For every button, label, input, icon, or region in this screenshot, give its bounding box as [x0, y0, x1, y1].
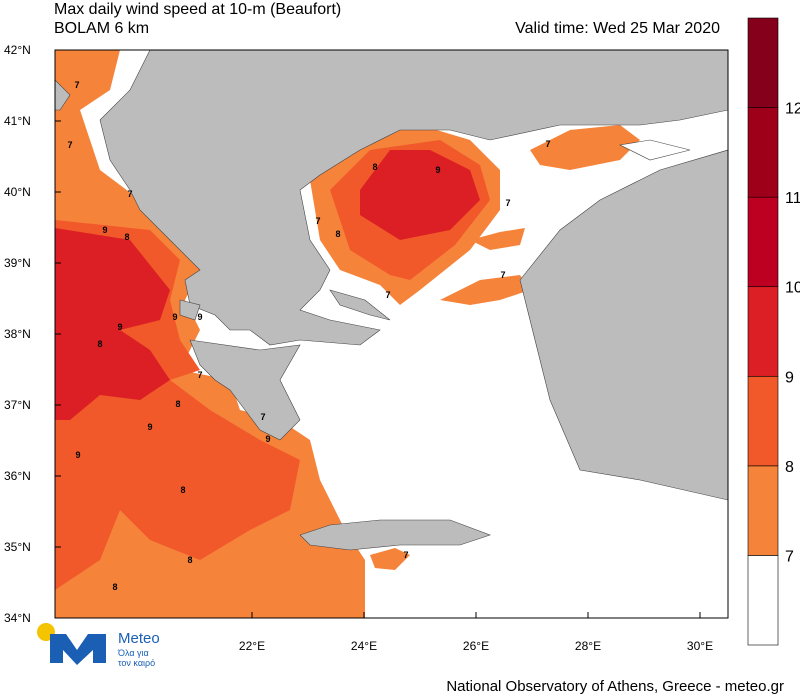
contour-label: 7 [545, 139, 550, 149]
contour-label: 7 [385, 290, 390, 300]
lat-label: 39°N [4, 256, 31, 270]
lat-label: 34°N [4, 611, 31, 625]
lon-label: 28°E [575, 639, 601, 653]
contour-label: 7 [505, 198, 510, 208]
contour-label: 7 [403, 550, 408, 560]
contour-label: 9 [117, 322, 122, 332]
contour-label: 8 [112, 582, 117, 592]
legend: 7 8 9 10 11 12 [747, 17, 800, 646]
lat-label: 40°N [4, 185, 31, 199]
wind-area [55, 50, 100, 100]
contour-label: 7 [74, 80, 79, 90]
lat-label: 41°N [4, 114, 31, 128]
wind-area [55, 228, 170, 420]
wind-area [370, 548, 410, 570]
colorbar-band [747, 286, 779, 377]
logo-name: Meteo [118, 630, 160, 647]
contour-label: 9 [265, 434, 270, 444]
valid-time: Valid time: Wed 25 Mar 2020 [515, 20, 720, 37]
logo: Meteo Όλα για τον καιρό [37, 623, 160, 668]
island [55, 79, 71, 111]
colorbar-band [747, 555, 779, 646]
contour-label: 8 [124, 232, 129, 242]
colorbar-label: 7 [785, 548, 794, 565]
map: 7 7 7 9 8 9 9 9 8 9 9 8 8 8 7 8 7 9 9 8 7 7 7 7 7 7 8 [54, 49, 729, 619]
contour-label: 7 [67, 140, 72, 150]
lat-label: 38°N [4, 327, 31, 341]
footer: National Observatory of Athens, Greece -… [446, 678, 784, 695]
logo-tagline: Όλα για [117, 648, 149, 658]
island [329, 289, 391, 321]
contour-label: 7 [127, 189, 132, 199]
contour-label: 9 [197, 312, 202, 322]
contour-label: 7 [260, 412, 265, 422]
sea-of-marmara [619, 139, 691, 161]
contour-label: 9 [147, 422, 152, 432]
colorbar-band [747, 196, 779, 288]
colorbar-label: 10 [785, 280, 800, 297]
contour-label: 7 [500, 270, 505, 280]
land [519, 149, 728, 501]
wind-area [360, 150, 480, 240]
wind-area [470, 228, 525, 250]
model: BOLAM 6 km [54, 20, 149, 37]
contour-label: 7 [315, 216, 320, 226]
contour-label: 8 [175, 399, 180, 409]
lon-label: 22°E [239, 639, 265, 653]
wind-area [440, 275, 530, 305]
lat-label: 35°N [4, 540, 31, 554]
wind-area [530, 125, 640, 170]
land [299, 519, 491, 551]
contour-label: 9 [102, 225, 107, 235]
logo-tagline: τον καιρό [118, 658, 155, 668]
contour-label: 9 [75, 450, 80, 460]
lon-label: 24°E [351, 639, 377, 653]
contour-label: 7 [197, 370, 202, 380]
colorbar-band [747, 465, 779, 556]
lat-label: 36°N [4, 469, 31, 483]
lat-label: 42°N [4, 43, 31, 57]
contour-label: 8 [187, 555, 192, 565]
colorbar-label: 9 [785, 369, 794, 386]
land [189, 339, 301, 441]
colorbar-band [747, 375, 779, 467]
colorbar-band [747, 107, 779, 198]
colorbar-label: 11 [785, 190, 800, 207]
contour-label: 8 [372, 162, 377, 172]
contour-label: 8 [180, 485, 185, 495]
contour-label: 8 [97, 339, 102, 349]
colorbar-label: 8 [785, 459, 794, 476]
contour-label: 9 [435, 165, 440, 175]
logo-mark [50, 634, 106, 665]
colorbar-band [747, 17, 779, 108]
lon-label: 30°E [687, 639, 713, 653]
title: Max daily wind speed at 10-m (Beaufort) [54, 1, 341, 18]
lat-label: 37°N [4, 398, 31, 412]
lon-label: 26°E [463, 639, 489, 653]
contour-label: 9 [172, 312, 177, 322]
land [99, 50, 728, 346]
island [179, 299, 201, 321]
contour-label: 8 [335, 229, 340, 239]
colorbar-label: 12 [785, 101, 800, 118]
